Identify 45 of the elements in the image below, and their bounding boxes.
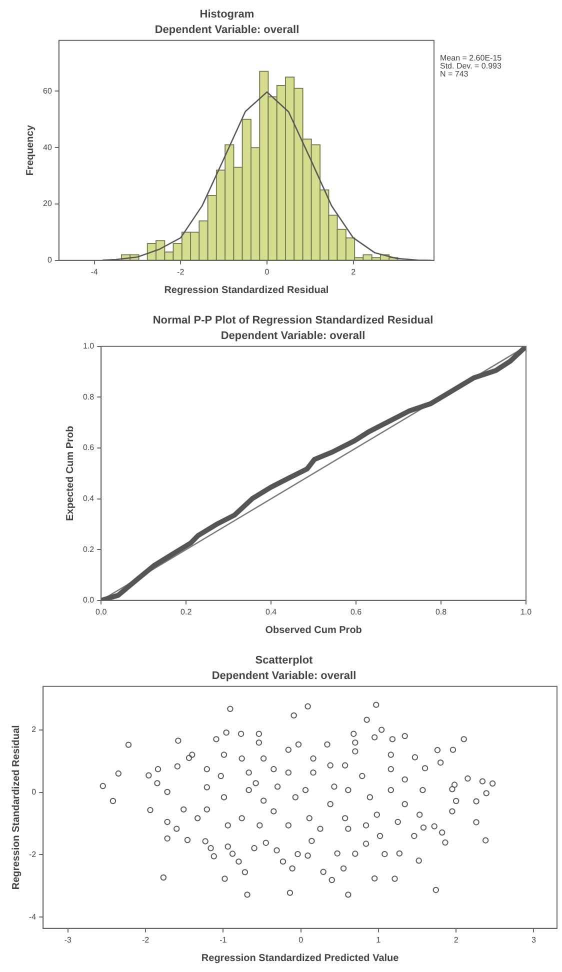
text: N = 743 (440, 70, 469, 79)
x-tick-label: -3 (64, 935, 72, 944)
x-tick-label: 1.0 (520, 607, 532, 616)
x-axis-title: Regression Standardized Predicted Value (201, 952, 400, 964)
y-tick-label: 0 (32, 787, 37, 796)
x-tick-label: 0 (298, 935, 304, 944)
x-tick-label: 3 (531, 935, 536, 944)
x-tick-label: -1 (220, 935, 228, 944)
text: Std. Dev. = 0.993 (440, 62, 502, 71)
y-tick-label: 40 (42, 142, 52, 152)
y-axis-title: Expected Cum Prob (64, 426, 76, 521)
x-axis-title: Regression Standardized Residual (164, 284, 329, 296)
x-tick-label: -2 (142, 935, 150, 944)
x-axis-title: Observed Cum Prob (265, 624, 362, 636)
y-axis-title: Regression Standardized Residual (10, 724, 22, 890)
chart-title: Histogram (200, 8, 254, 21)
x-tick-label: 0.0 (96, 607, 108, 616)
x-tick-label: 0 (264, 267, 270, 276)
y-tick-label: 0.0 (82, 596, 95, 605)
y-tick-label: 1.0 (82, 342, 95, 351)
y-axis-title: Frequency (24, 124, 36, 176)
y-tick-label: 2 (32, 725, 37, 734)
x-tick-label: 0.4 (266, 607, 278, 616)
y-tick-label: 0.2 (82, 544, 95, 554)
y-tick-label: 0 (47, 256, 52, 265)
y-tick-label: 0.4 (82, 494, 95, 504)
y-tick-label: 0.6 (82, 443, 95, 452)
x-tick-label: 0.6 (350, 607, 362, 616)
y-tick-label: 60 (42, 86, 52, 96)
y-tick-label: 20 (42, 199, 52, 208)
x-tick-label: -2 (177, 267, 185, 276)
x-tick-label: 2 (351, 267, 356, 276)
chart-title: Scatterplot (255, 654, 314, 667)
x-tick-label: 2 (454, 935, 459, 944)
chart-subtitle: Dependent Variable: overall (212, 670, 356, 682)
y-tick-label: -4 (28, 912, 37, 922)
chart-title: Normal P-P Plot of Regression Standardized Residual (152, 314, 434, 327)
y-tick-label: -2 (28, 850, 37, 859)
chart-subtitle: Dependent Variable: overall (220, 330, 366, 342)
x-tick-label: 0.8 (435, 607, 448, 616)
x-tick-label: 1 (376, 935, 382, 944)
x-tick-label: 0.2 (180, 607, 192, 616)
chart-subtitle: Dependent Variable: overall (154, 24, 300, 36)
text: Mean = 2.60E-15 (440, 54, 502, 63)
y-tick-label: 0.8 (82, 392, 95, 402)
